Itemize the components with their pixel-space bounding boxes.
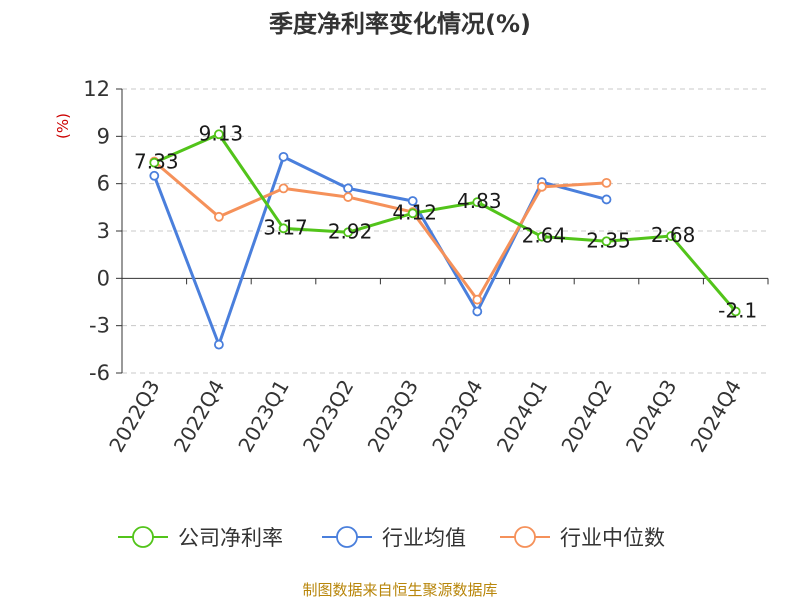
data-point [213,339,224,350]
data-point [472,306,483,317]
data-point [278,223,289,234]
data-point [343,192,354,202]
data-point [601,194,612,205]
series-line [153,132,737,313]
y-tick-label: -6 [89,361,110,385]
x-tick-label: 2023Q2 [298,376,358,457]
legend-label: 公司净利率 [178,526,283,550]
series-layer [149,129,741,350]
legend-marker [336,526,358,548]
axis-layer: -6 -3 0 3 6 9 12 2022Q3 2022Q4 2023Q1 2023Q2 2023Q3… [83,77,769,457]
x-tick-label: 2024Q1 [492,376,552,457]
data-point [537,231,547,242]
data-point [666,231,676,241]
data-point [149,170,160,181]
data-point [601,177,612,188]
legend-label: 行业中位数 [560,526,665,550]
data-point [343,227,354,238]
data-point [343,183,354,194]
data-point [278,183,289,194]
chart-title: 季度净利率变化情况(%) [269,10,531,38]
y-tick-label: 3 [97,219,110,243]
y-axis-unit: (%) [54,113,72,139]
legend-label: 行业均值 [382,526,466,550]
data-label: 9.13 [199,121,244,145]
x-tick-label: 2022Q3 [104,376,164,457]
data-point [472,294,483,305]
data-label: 2.35 [586,228,631,252]
x-tick-label: 2023Q3 [363,376,423,457]
data-label: 2.64 [522,224,567,248]
x-tick-label: 2023Q4 [427,376,487,457]
data-point [472,197,483,208]
source-note: 制图数据来自恒生聚源数据库 [302,581,497,599]
data-label: 7.33 [134,150,179,174]
series-line [153,160,607,302]
legend-marker [132,526,154,548]
data-label: 2.92 [328,219,373,243]
data-point [407,208,418,219]
data-point [278,151,289,162]
x-tick-label: 2024Q4 [686,376,746,457]
data-point [149,157,160,168]
x-tick-label: 2024Q3 [621,376,681,457]
y-tick-label: 12 [83,77,110,101]
y-tick-label: -3 [89,314,110,338]
data-point [537,181,547,192]
x-tick-label: 2023Q1 [233,376,293,457]
y-tick-label: 6 [97,172,110,196]
data-label: 4.83 [457,189,502,213]
data-label: 3.17 [263,215,308,239]
x-tick-label: 2024Q2 [556,376,616,457]
data-label-layer: 7.33 9.13 3.17 2.92 4.12 4.83 2.64 2.35 2.68 -2.1 [134,121,757,322]
legend-marker [514,526,536,548]
data-point [213,211,224,222]
legend: 公司净利率 行业均值 行业中位数 [118,526,665,550]
data-label: 2.68 [651,223,696,247]
y-tick-label: 0 [97,266,110,290]
x-tick-label: 2022Q4 [169,376,229,457]
data-point [730,306,741,317]
data-label: 4.12 [392,200,437,224]
data-point [407,196,418,206]
y-tick-label: 9 [97,124,110,148]
data-label: -2.1 [718,298,757,322]
data-point [601,236,612,247]
data-point [213,129,224,140]
